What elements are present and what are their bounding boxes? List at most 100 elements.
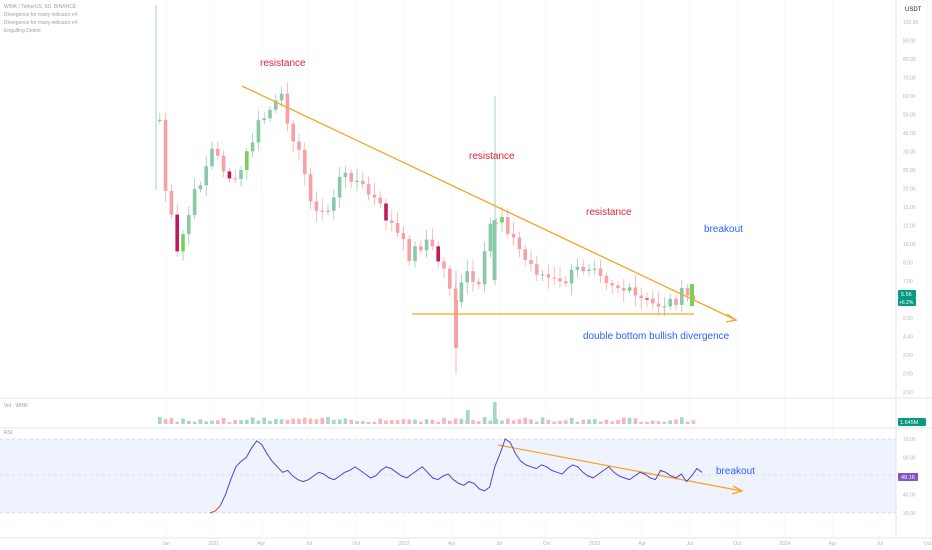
time-tick-label: 2022: [398, 541, 409, 547]
candle-body: [401, 232, 406, 240]
volume-bar: [326, 417, 330, 424]
time-tick-label: Oct: [353, 541, 361, 547]
price-tick-label: 60.00: [903, 94, 916, 100]
volume-bar: [262, 417, 266, 424]
candle-body: [198, 185, 203, 190]
candle-body: [216, 148, 220, 156]
annotation-breakout: breakout: [704, 224, 743, 235]
volume-bar: [575, 421, 580, 424]
time-axis[interactable]: Jan 2021 Apr Jul Oct 2022 Apr Jul Oct 2023 Apr Jul O…: [162, 541, 932, 547]
candle-body: [465, 271, 469, 283]
volume-bar: [395, 420, 400, 424]
volume-bar: [210, 420, 214, 424]
volume-bar: [604, 419, 609, 424]
resistance-trendline[interactable]: [241, 85, 737, 321]
volume-bar: [471, 419, 475, 424]
volume-bar: [163, 419, 168, 424]
legend-symbol[interactable]: WINK / TetherUS, 6D, BINANCE: [4, 4, 77, 10]
candle-body: [662, 306, 667, 308]
volume-bar: [691, 420, 696, 424]
candle-body: [297, 141, 301, 150]
candle-body: [454, 300, 458, 348]
price-tick-label: 25.00: [903, 168, 916, 174]
time-tick-label: Oct: [924, 541, 932, 547]
legend-indicator[interactable]: Divergence for many indicator v4: [4, 12, 78, 18]
main-pane[interactable]: [0, 0, 896, 398]
volume-bar: [633, 418, 638, 424]
candle-body: [378, 197, 382, 204]
candle-body: [210, 148, 214, 167]
candle-body: [564, 281, 568, 284]
candle-body: [303, 149, 307, 175]
price-tick-label: 12.00: [903, 224, 916, 230]
price-tick-label: 4.00: [903, 335, 913, 341]
volume-bar: [355, 421, 359, 424]
candle-body: [685, 288, 690, 296]
volume-bar: [198, 419, 203, 424]
candle-body: [239, 169, 243, 180]
candle-body: [517, 237, 522, 250]
candle-body: [546, 274, 551, 278]
volume-bar: [552, 421, 556, 424]
volume-bar: [430, 419, 435, 424]
candle-body: [645, 298, 649, 300]
price-badge-text: 5.56: [901, 292, 912, 298]
candle-body: [668, 298, 672, 307]
price-badge: [898, 290, 916, 298]
price-tick-label: 2.50: [903, 372, 913, 378]
price-tick-label: 8.00: [903, 261, 913, 267]
candle-body: [233, 178, 237, 180]
candle-body: [175, 214, 179, 252]
candle-body: [192, 189, 197, 216]
candle-body: [651, 298, 655, 304]
candle-body: [622, 287, 626, 291]
candle-body: [482, 251, 487, 285]
candle-body: [604, 275, 609, 284]
candle-body: [163, 119, 168, 191]
price-axis[interactable]: 100.00 90.00 80.00 70.00 60.00 50.00 40.00 30.0…: [903, 20, 919, 396]
candle-body: [627, 287, 632, 291]
volume-bar: [662, 421, 667, 424]
candle-body: [274, 100, 278, 110]
candle-body: [395, 222, 400, 233]
volume-bar: [239, 419, 243, 424]
candle-body: [256, 120, 261, 143]
candle-body: [552, 277, 556, 279]
volume-bar: [401, 419, 406, 424]
legend-indicator[interactable]: Divergence for many indicator v4: [4, 20, 78, 26]
volume-bar: [297, 418, 301, 424]
price-tick-label: 2.00: [903, 390, 913, 396]
rsi-tick-label: 70.00: [903, 437, 916, 443]
annotation-rsi-breakout: breakout: [716, 466, 755, 477]
volume-bar: [668, 420, 672, 424]
volume-bar: [656, 421, 661, 424]
volume-bar: [204, 421, 208, 424]
candle-body: [453, 288, 458, 303]
candle-body: [227, 171, 232, 179]
volume-bar: [274, 418, 278, 424]
rsi-trendline[interactable]: [497, 444, 743, 492]
candle-body: [656, 303, 661, 307]
volume-badge-text: 1.645M: [900, 420, 919, 426]
price-tick-label: 100.00: [903, 20, 919, 26]
candle-body: [523, 249, 527, 260]
volume-bar: [384, 420, 388, 424]
volume-bar: [466, 410, 470, 424]
volume-bar: [685, 421, 690, 424]
price-tick-label: 30.00: [903, 150, 916, 156]
price-tick-label: 10.00: [903, 242, 916, 248]
annotation-double-bottom: double bottom bullish divergence: [583, 331, 730, 342]
candle-body: [332, 197, 336, 211]
time-tick-label: Jan: [162, 541, 170, 547]
legend-indicator[interactable]: Engulfing Detect: [4, 28, 41, 34]
volume-bar: [558, 420, 562, 424]
volume-bar: [493, 402, 497, 424]
candle-body: [558, 278, 562, 282]
price-tick-label: 50.00: [903, 113, 916, 119]
time-tick-label: Apr: [448, 541, 456, 547]
candle-body: [221, 155, 226, 172]
volume-bar: [535, 421, 539, 424]
currency-label: USDT: [905, 7, 922, 13]
volume-bar: [523, 417, 527, 424]
volume-bar: [459, 418, 464, 424]
